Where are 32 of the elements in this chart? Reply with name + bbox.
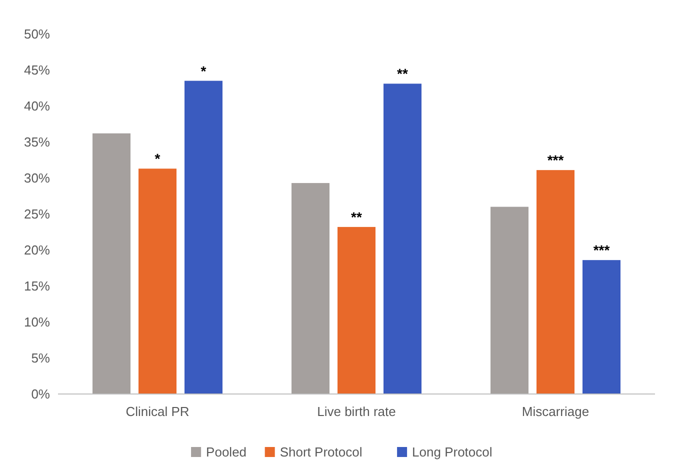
y-tick-label: 10% — [24, 314, 50, 330]
data-label: ** — [351, 208, 362, 225]
bar — [384, 84, 422, 394]
y-tick-label: 40% — [24, 98, 50, 114]
bar — [92, 133, 130, 394]
bar — [338, 226, 376, 394]
data-label: * — [154, 150, 161, 167]
bar — [184, 80, 222, 394]
y-tick-label: 30% — [24, 170, 50, 186]
legend-label: Short Protocol — [280, 444, 362, 460]
data-label: *** — [547, 152, 564, 168]
bar — [582, 260, 620, 394]
data-label: *** — [593, 242, 610, 258]
x-tick-label: Miscarriage — [522, 404, 590, 419]
y-tick-label: 25% — [24, 206, 50, 222]
y-tick-label: 20% — [24, 242, 50, 258]
legend-label: Long Protocol — [412, 444, 492, 460]
data-label: * — [200, 62, 207, 79]
data-label: ** — [397, 66, 408, 82]
y-tick-label: 5% — [31, 350, 50, 366]
y-tick-label: 50% — [24, 26, 50, 42]
bar — [536, 170, 574, 394]
legend-label: Pooled — [206, 444, 247, 460]
bar — [490, 206, 528, 394]
bar — [292, 183, 330, 394]
y-tick-label: 0% — [31, 386, 50, 402]
bar — [138, 168, 176, 394]
y-tick-label: 35% — [24, 134, 50, 150]
y-tick-label: 45% — [24, 62, 50, 78]
x-tick-label: Clinical PR — [126, 404, 190, 419]
x-tick-label: Live birth rate — [317, 404, 396, 419]
y-tick-label: 15% — [24, 278, 50, 294]
